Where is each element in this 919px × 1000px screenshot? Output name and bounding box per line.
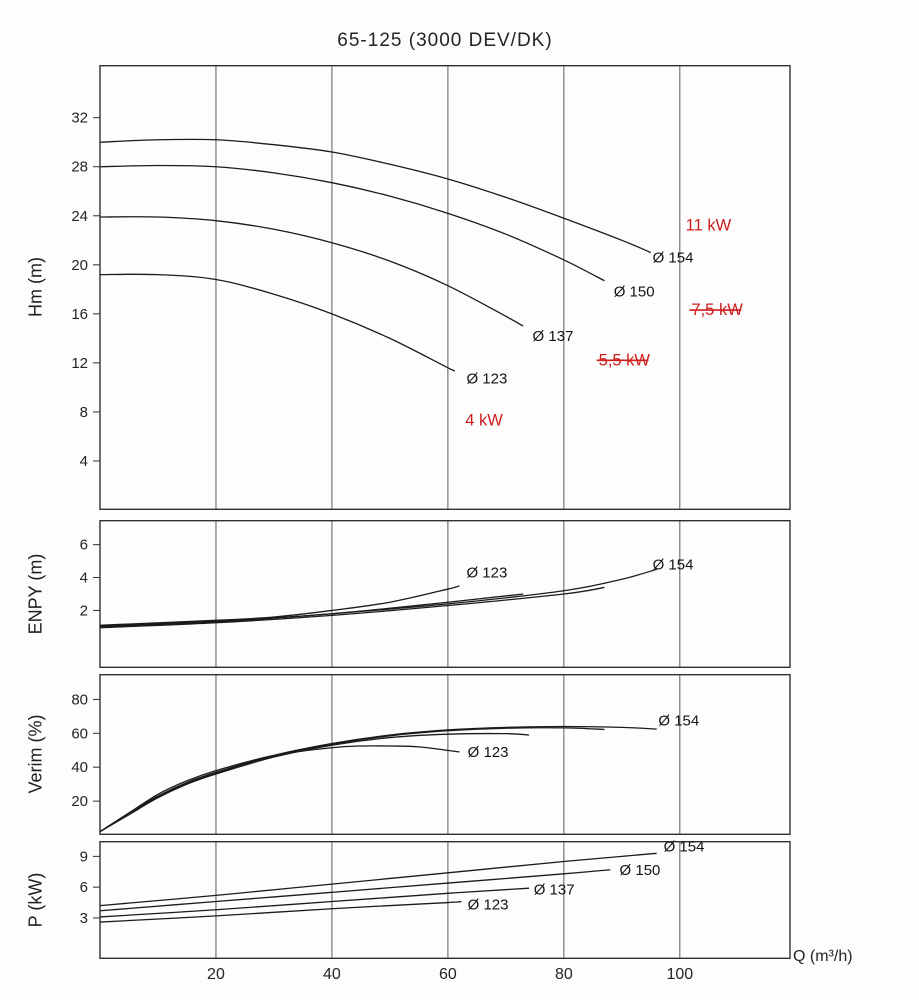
plot-border [99, 519, 791, 669]
x-tick-label: 40 [323, 966, 341, 983]
y-tick-label: 4 [80, 570, 88, 587]
power-annotation: 4 kW [465, 411, 503, 429]
curve-label: Ø 154 [653, 556, 694, 573]
y-tick-label: 28 [71, 159, 88, 176]
y-tick-label: 2 [80, 602, 88, 619]
x-tick-label: 80 [554, 966, 573, 983]
plot-border [99, 64, 791, 511]
y-tick-label: 20 [71, 257, 88, 274]
curve-label: Ø 150 [614, 284, 655, 301]
curve-enpy-1 [99, 586, 605, 629]
curve-label: Ø 137 [534, 881, 575, 898]
y-tick-label: 8 [80, 404, 88, 421]
y-tick-label: 3 [80, 910, 88, 927]
plot-border [99, 673, 791, 836]
y-tick-label: 12 [71, 355, 88, 372]
curve-hm-0 [99, 138, 652, 254]
curve-verim-1 [99, 727, 605, 833]
curve-label: Ø 137 [533, 328, 574, 345]
curve-enpy-0 [99, 568, 657, 628]
curve-label: Ø 154 [653, 249, 694, 266]
plot-border [99, 840, 791, 959]
y-tick-label: 24 [71, 208, 88, 225]
curve-label: Ø 123 [466, 565, 507, 582]
curve-p-2 [99, 887, 530, 918]
panel-enpy: 2 4 6 Ø 154 Ø 123 [80, 519, 791, 669]
curve-label: Ø 123 [466, 371, 507, 388]
x-tick-label: 60 [438, 966, 457, 983]
y-tick-label: 6 [80, 879, 88, 896]
y-tick-label: 6 [80, 537, 88, 554]
curve-label: Ø 123 [468, 744, 509, 761]
curve-p-3 [99, 900, 462, 923]
y-tick-label: 80 [71, 691, 88, 708]
curve-verim-3 [99, 745, 460, 833]
curve-label: Ø 150 [620, 862, 661, 879]
panel-verim: 20 40 60 80 Ø 154 Ø 123 [71, 673, 791, 836]
curve-label: Ø 154 [658, 713, 699, 730]
curve-hm-3 [99, 273, 456, 372]
curve-label: Ø 154 [664, 838, 705, 855]
curve-enpy-2 [99, 593, 524, 627]
curve-verim-0 [99, 725, 657, 833]
y-tick-label: 32 [71, 110, 88, 127]
y-tick-label: 4 [80, 453, 88, 470]
y-tick-label: 60 [71, 725, 88, 742]
chart-title: 65-125 (3000 DEV/DK) [337, 30, 553, 51]
curve-p-0 [99, 852, 657, 907]
curve-verim-2 [99, 732, 530, 833]
y-tick-label: 16 [71, 306, 88, 323]
power-annotation: 11 kW [686, 216, 732, 234]
x-tick-label: 100 [666, 966, 694, 983]
curve-enpy-3 [99, 585, 460, 626]
y-tick-label: 9 [80, 848, 88, 865]
curve-p-1 [99, 869, 611, 912]
curve-label: Ø 123 [468, 897, 509, 914]
curve-hm-2 [99, 216, 524, 327]
x-axis-label: Q (m³/h) [793, 948, 853, 965]
x-tick-label: 20 [207, 966, 225, 983]
y-tick-label: 40 [71, 759, 88, 776]
curve-hm-1 [99, 164, 605, 282]
y-tick-label: 20 [71, 793, 88, 810]
